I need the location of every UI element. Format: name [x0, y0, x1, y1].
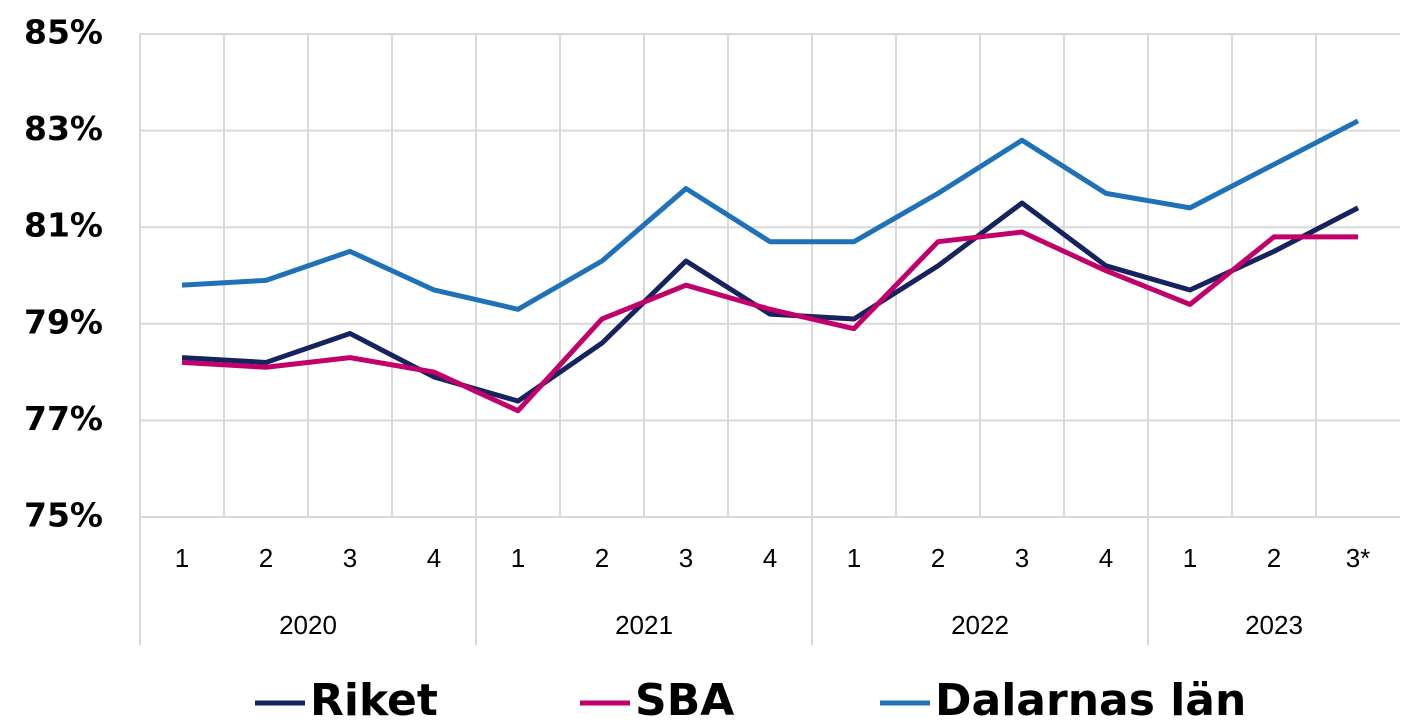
x-tick-label: 3	[1015, 543, 1029, 573]
legend-label: SBA	[635, 675, 734, 724]
x-group-label: 2020	[279, 610, 337, 640]
x-tick-label: 2	[259, 543, 273, 573]
y-tick-label: 81%	[24, 206, 103, 245]
x-tick-label: 1	[847, 543, 861, 573]
y-tick-label: 75%	[24, 496, 103, 535]
x-tick-label: 2	[931, 543, 945, 573]
y-tick-label: 79%	[24, 302, 103, 341]
x-tick-label: 2	[1267, 543, 1281, 573]
x-tick-label: 3	[679, 543, 693, 573]
x-tick-label: 1	[511, 543, 525, 573]
legend-label: Riket	[310, 675, 438, 724]
series-line	[181, 200, 1360, 404]
x-tick-label: 3*	[1346, 543, 1371, 573]
x-group-label: 2023	[1245, 610, 1303, 640]
y-tick-label: 85%	[24, 13, 103, 52]
y-tick-label: 77%	[24, 399, 103, 438]
legend-label: Dalarnas län	[935, 675, 1246, 724]
x-tick-label: 4	[1099, 543, 1113, 573]
y-tick-label: 83%	[24, 109, 103, 148]
x-tick-label: 2	[595, 543, 609, 573]
x-tick-label: 3	[343, 543, 357, 573]
x-group-label: 2022	[951, 610, 1009, 640]
x-group-label: 2021	[615, 610, 673, 640]
x-tick-label: 1	[1183, 543, 1197, 573]
x-tick-label: 1	[175, 543, 189, 573]
series-line	[181, 229, 1358, 414]
series-line	[181, 118, 1360, 312]
x-tick-label: 4	[763, 543, 777, 573]
x-tick-label: 4	[427, 543, 441, 573]
